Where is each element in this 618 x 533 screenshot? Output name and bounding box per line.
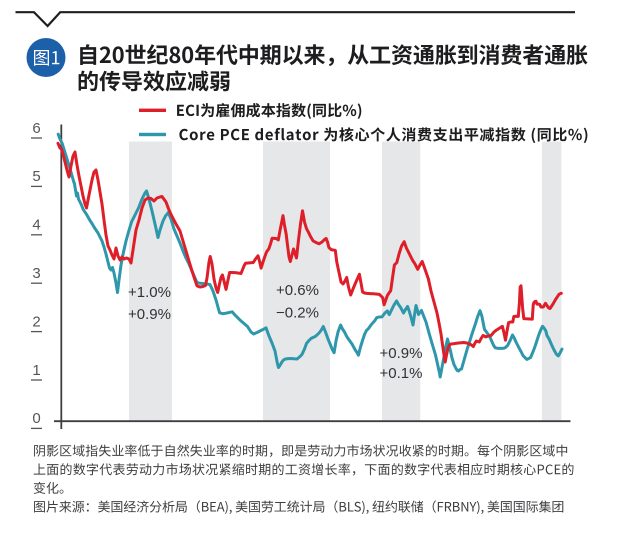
svg-text:0: 0 <box>32 410 40 427</box>
svg-text:4: 4 <box>32 217 40 234</box>
svg-text:5: 5 <box>32 168 40 185</box>
svg-text:3: 3 <box>32 265 40 282</box>
svg-text:1: 1 <box>32 362 40 379</box>
svg-text:2: 2 <box>32 313 40 330</box>
svg-text:6: 6 <box>32 120 40 137</box>
svg-text:+0.9%: +0.9% <box>128 306 171 323</box>
svg-text:+0.9%: +0.9% <box>380 345 423 362</box>
svg-text:−0.2%: −0.2% <box>276 305 319 322</box>
svg-text:+1.0%: +1.0% <box>128 284 171 301</box>
svg-text:+0.1%: +0.1% <box>380 365 423 382</box>
svg-text:+0.6%: +0.6% <box>276 282 319 299</box>
